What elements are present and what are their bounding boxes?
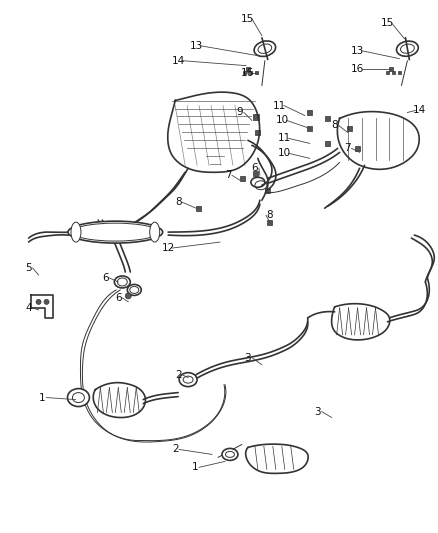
- Bar: [255, 130, 260, 135]
- Text: 6: 6: [102, 273, 109, 283]
- Ellipse shape: [114, 276, 130, 288]
- Ellipse shape: [71, 222, 81, 242]
- Text: 7: 7: [225, 170, 231, 180]
- Text: 16: 16: [351, 63, 364, 74]
- Ellipse shape: [222, 448, 238, 461]
- Text: 9: 9: [237, 108, 243, 117]
- Bar: [307, 110, 312, 115]
- Text: 15: 15: [381, 18, 394, 28]
- Bar: [265, 188, 270, 193]
- Bar: [244, 71, 247, 74]
- Text: 7: 7: [344, 143, 351, 154]
- Text: 2: 2: [172, 445, 178, 455]
- Ellipse shape: [150, 222, 160, 242]
- Text: 10: 10: [276, 116, 290, 125]
- Text: 16: 16: [241, 68, 254, 78]
- Text: 8: 8: [175, 197, 181, 207]
- Ellipse shape: [67, 389, 89, 407]
- Ellipse shape: [254, 41, 276, 56]
- Text: 3: 3: [244, 353, 251, 363]
- Text: 5: 5: [25, 263, 32, 273]
- Text: 12: 12: [162, 243, 175, 253]
- Bar: [267, 220, 272, 224]
- Text: 6: 6: [251, 163, 258, 173]
- Text: 14: 14: [172, 55, 185, 66]
- Text: 8: 8: [267, 210, 273, 220]
- Bar: [307, 126, 312, 131]
- Bar: [398, 71, 401, 74]
- Ellipse shape: [396, 41, 418, 56]
- Text: 3: 3: [314, 407, 321, 416]
- Text: 2: 2: [175, 370, 181, 379]
- Ellipse shape: [127, 285, 141, 295]
- Bar: [389, 67, 393, 71]
- Text: 11: 11: [273, 101, 286, 110]
- Ellipse shape: [68, 221, 162, 243]
- Bar: [249, 71, 252, 74]
- Bar: [246, 67, 250, 71]
- Bar: [196, 206, 201, 211]
- Text: 15: 15: [241, 14, 254, 24]
- Bar: [347, 126, 352, 131]
- Bar: [325, 141, 330, 146]
- Bar: [255, 71, 258, 74]
- Ellipse shape: [44, 300, 49, 304]
- Text: 13: 13: [351, 46, 364, 55]
- Text: 4: 4: [25, 303, 32, 313]
- Ellipse shape: [125, 293, 131, 299]
- Bar: [240, 176, 245, 181]
- Text: 6: 6: [115, 293, 122, 303]
- Text: 1: 1: [39, 393, 46, 402]
- Bar: [253, 115, 259, 120]
- Bar: [325, 116, 330, 121]
- Text: 10: 10: [278, 148, 291, 158]
- Bar: [386, 71, 389, 74]
- Bar: [392, 71, 395, 74]
- Bar: [254, 171, 258, 176]
- Text: 13: 13: [190, 41, 203, 51]
- Text: 1: 1: [192, 462, 198, 472]
- Bar: [355, 146, 360, 151]
- Text: 14: 14: [413, 106, 426, 116]
- Ellipse shape: [179, 373, 197, 386]
- Text: 8: 8: [331, 120, 338, 131]
- Text: 11: 11: [278, 133, 291, 143]
- Ellipse shape: [36, 300, 41, 304]
